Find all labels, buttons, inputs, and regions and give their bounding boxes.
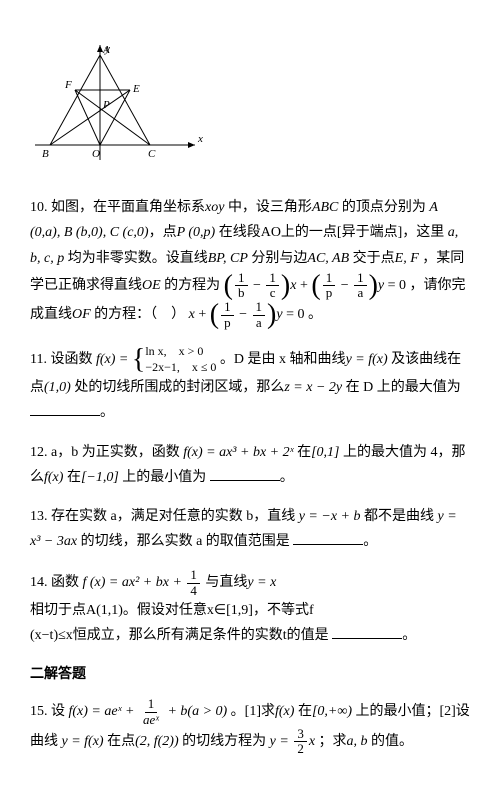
text: 上的最小值为	[122, 470, 206, 485]
svg-text:C: C	[148, 148, 156, 160]
math: z = x − 2y	[284, 380, 342, 395]
math: xoy	[205, 200, 224, 215]
text: 。	[100, 405, 114, 420]
math: [−1,0]	[81, 470, 119, 485]
text: 的值。	[371, 734, 413, 749]
text: 。	[280, 470, 294, 485]
text: 在点	[107, 734, 135, 749]
svg-text:B: B	[42, 148, 49, 160]
section-heading: 二解答题	[30, 662, 470, 687]
answer-blank	[30, 401, 100, 416]
math: f(x) = aeˣ +	[69, 704, 135, 719]
math: f(x) = ax³ + bx + 2ˣ	[183, 445, 293, 460]
answer-blank	[293, 530, 363, 545]
svg-text:P: P	[102, 99, 110, 111]
math: y = f(x)	[346, 352, 388, 367]
piecewise: { ln x, x > 0 −2x−1, x ≤ 0	[132, 344, 217, 375]
text: 。[1]求	[231, 704, 275, 719]
math: f(x)	[44, 470, 63, 485]
text: 的方程：（ ）	[94, 307, 185, 322]
text: 。	[363, 534, 377, 549]
text: 分别与边	[251, 251, 307, 266]
math: y = −x + b	[299, 509, 361, 524]
problem-13: 13. 存在实数 a，满足对任意的实数 b，直线 y = −x + b 都不是曲…	[30, 504, 470, 554]
fraction: 1aeˣ	[140, 697, 162, 727]
fraction: 14	[187, 568, 200, 598]
svg-text:E: E	[132, 83, 140, 95]
math: [0,+∞)	[312, 704, 352, 719]
problem-15: 15. 设 f(x) = aeˣ + 1aeˣ + b(a > 0) 。[1]求…	[30, 697, 470, 756]
math: AC, AB	[307, 251, 349, 266]
svg-text:x: x	[197, 133, 203, 145]
problem-10: 10. 如图，在平面直角坐标系xoy 中，设三角形ABC 的顶点分别为 A (0…	[30, 195, 470, 330]
svg-text:F: F	[64, 79, 72, 91]
math: ABC	[312, 200, 338, 215]
text: 处的切线所围成的封闭区域，那么	[74, 380, 284, 395]
math: (2, f(2))	[135, 734, 179, 749]
math: x	[309, 734, 315, 749]
math: f (x) = ax² + bx +	[83, 575, 182, 590]
triangle-diagram: A B O C F E P x y	[30, 40, 210, 170]
text: 存在实数 a，满足对任意的实数 b，直线	[51, 509, 295, 524]
equation-of: x + (1p − 1a)y = 0	[189, 307, 308, 322]
text: a，b 为正实数，函数	[51, 445, 180, 460]
text: 在	[297, 445, 311, 460]
math: f(x) =	[96, 352, 128, 367]
svg-text:y: y	[104, 43, 110, 55]
text: ，点	[149, 225, 177, 240]
text: 与直线	[205, 575, 247, 590]
math: P (0,p)	[177, 225, 216, 240]
text: 交于点	[353, 251, 395, 266]
text: 在线段AO上的一点[异于端点]，这里	[219, 225, 445, 240]
fraction: 32	[294, 727, 307, 757]
text: 在 D 上的最大值为	[346, 380, 461, 395]
text: 的切线，那么实数 a 的取值范围是	[81, 534, 290, 549]
math: OE	[142, 278, 161, 293]
num: 15.	[30, 704, 48, 719]
text: 。	[402, 628, 416, 643]
text: (x−t)≤x恒成立，那么所有满足条件的实数t的值是	[30, 628, 329, 643]
text: 中，设三角形	[228, 200, 312, 215]
math: BP, CP	[208, 251, 248, 266]
text: 在	[298, 704, 312, 719]
text: ；求	[319, 734, 347, 749]
math: y = f(x)	[62, 734, 104, 749]
num: 13.	[30, 509, 48, 524]
problem-14: 14. 函数 f (x) = ax² + bx + 14 与直线y = x 相切…	[30, 568, 470, 648]
problem-11: 11. 设函数 f(x) = { ln x, x > 0 −2x−1, x ≤ …	[30, 344, 470, 426]
math: y = x	[247, 575, 276, 590]
math: [0,1]	[311, 445, 339, 460]
text: 设函数	[50, 352, 92, 367]
math: y =	[270, 734, 289, 749]
math: a, b	[347, 734, 368, 749]
math: E, F	[395, 251, 419, 266]
problem-12: 12. a，b 为正实数，函数 f(x) = ax³ + bx + 2ˣ 在[0…	[30, 440, 470, 490]
text: 的切线方程为	[182, 734, 266, 749]
num: 11.	[30, 352, 47, 367]
num: 12.	[30, 445, 48, 460]
svg-text:O: O	[92, 148, 100, 160]
answer-blank	[332, 624, 402, 639]
text: 在	[67, 470, 81, 485]
text: 的顶点分别为	[342, 200, 426, 215]
text: 设	[51, 704, 65, 719]
math: (1,0)	[44, 380, 71, 395]
answer-blank	[210, 466, 280, 481]
math: OF	[72, 307, 91, 322]
text: 都不是曲线	[364, 509, 434, 524]
text: 如图，在平面直角坐标系	[51, 200, 205, 215]
text: 相切于点A(1,1)。假设对任意x∈[1,9]，不等式f	[30, 603, 314, 618]
num: 10.	[30, 200, 48, 215]
equation-oe: (1b − 1c)x + (1p − 1a)y = 0	[224, 278, 410, 293]
text: 的方程为	[164, 278, 220, 293]
num: 14.	[30, 575, 48, 590]
text: 均为非零实数。设直线	[68, 251, 208, 266]
math: + b(a > 0)	[167, 704, 227, 719]
text: 函数	[51, 575, 79, 590]
text: 。D 是由 x 轴和曲线	[220, 352, 346, 367]
math: f(x)	[275, 704, 294, 719]
geometry-figure: A B O C F E P x y	[30, 40, 470, 179]
